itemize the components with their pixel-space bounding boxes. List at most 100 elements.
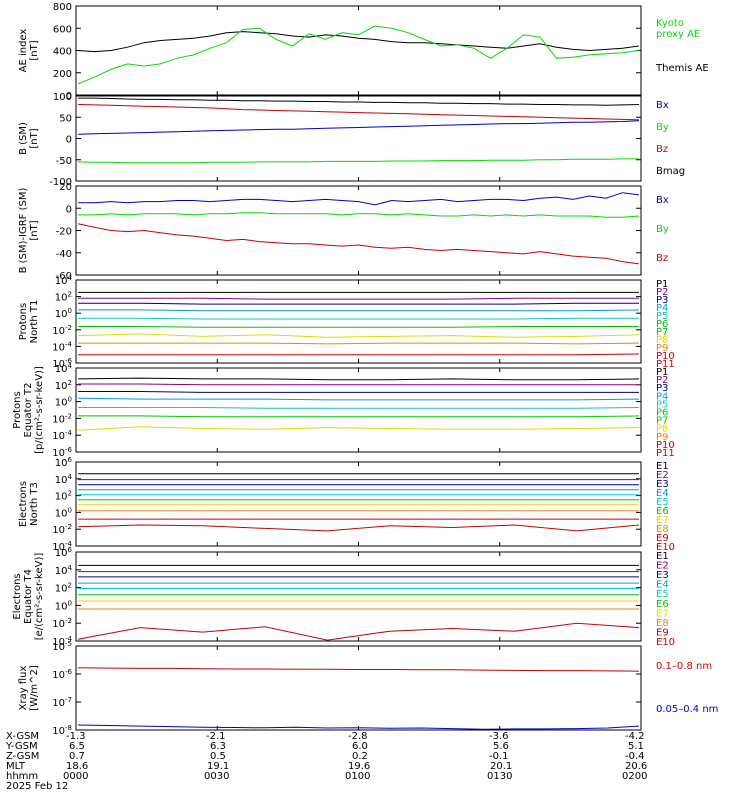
tick-exponent: 2	[68, 490, 72, 498]
tick-exponent: 0	[68, 506, 72, 514]
y-axis-label: Equator T2	[23, 383, 34, 438]
legend-entry: E8	[656, 524, 669, 535]
legend-entry: P7	[656, 416, 668, 427]
y-tick-label: 10-4	[52, 429, 72, 442]
y-tick-label: 102	[55, 291, 72, 304]
legend-entry: E10	[656, 542, 675, 553]
series-line-2	[78, 302, 639, 305]
panel-xray: 10-8 10-7 10-6 10-5 Xray flux [W/m^2] 0.1–0.8 …	[18, 640, 718, 737]
series-line-1	[78, 212, 640, 218]
y-tick-label: 10-2	[52, 523, 72, 536]
y-tick-label: 0	[66, 204, 72, 215]
series-line-1	[77, 724, 640, 730]
y-tick-label: 104	[55, 274, 73, 287]
legend-entry: E5	[656, 497, 669, 508]
tick-exponent: 2	[68, 291, 72, 299]
y-tick-label: 102	[55, 379, 72, 392]
y-tick-label: 102	[55, 582, 72, 595]
y-tick-label: 10-8	[52, 724, 72, 737]
y-tick-label: -50	[56, 156, 72, 167]
tick-exponent: 6	[68, 546, 73, 554]
y-axis-label: B (SM)	[18, 122, 29, 155]
y-tick-label: 100	[55, 307, 72, 320]
y-axis-label: Electrons	[12, 573, 23, 619]
y-axis-label: Xray flux	[18, 666, 29, 711]
y-axis-label: [W/m^2]	[29, 665, 40, 711]
y-tick-label: 200	[53, 69, 72, 80]
series-line-1	[78, 383, 639, 386]
tick-exponent: -6	[65, 446, 73, 454]
tick-exponent: 4	[68, 362, 73, 370]
y-axis-label: Electrons	[18, 481, 29, 527]
legend-entry: P11	[656, 448, 675, 459]
series-line-9	[77, 524, 640, 532]
y-axis-label: [nT]	[29, 220, 40, 240]
series-line-4	[78, 317, 639, 320]
tick-exponent: 0	[68, 396, 72, 404]
y-tick-label: 100	[55, 396, 72, 409]
legend-entry: 0.05–0.4 nm	[656, 704, 718, 715]
series-line-2	[77, 223, 640, 265]
legend-entry: E4	[656, 488, 669, 499]
series-line-8	[77, 622, 640, 641]
legend-entry: Bz	[656, 144, 668, 155]
series-line-8	[78, 353, 640, 356]
legend-entry: E6	[656, 599, 669, 610]
series-line-1	[77, 25, 640, 85]
legend-entry: P9	[656, 343, 668, 354]
series-line-0	[78, 192, 640, 206]
legend-entry: E2	[656, 470, 669, 481]
legend-entry: P7	[656, 327, 668, 338]
legend-entry: P6	[656, 408, 668, 419]
y-tick-label: 10-6	[52, 668, 72, 681]
tick-exponent: -4	[65, 540, 73, 548]
series-line-2	[77, 120, 640, 135]
y-tick-label: -60	[56, 271, 72, 282]
legend-entry: Bx	[656, 195, 669, 206]
tick-exponent: -8	[65, 724, 72, 732]
legend-entry: E6	[656, 506, 669, 517]
legend-entry: E7	[656, 515, 669, 526]
legend-entry: Bx	[656, 100, 669, 111]
legend-entry: E1	[656, 551, 669, 562]
series-line-7	[78, 342, 640, 345]
legend-entry: E2	[656, 561, 669, 572]
legend-entry: E10	[656, 637, 675, 648]
series-line-5	[78, 415, 640, 418]
tick-exponent: 4	[68, 274, 73, 282]
legend-entry: P8	[656, 335, 668, 346]
series-line-3	[78, 309, 640, 312]
legend-entry: E1	[656, 461, 669, 472]
tick-exponent: 2	[68, 379, 72, 387]
legend-entry: 0.1–0.8 nm	[656, 661, 712, 672]
legend-entry: P5	[656, 399, 668, 410]
tick-exponent: -2	[65, 324, 72, 332]
series-line-6	[77, 426, 640, 431]
series-line-6	[77, 333, 640, 338]
legend-entry: P2	[656, 375, 668, 386]
panel-bsm: -100 -50 0 50 100 B (SM) [nT] Bx By Bz Bmag	[18, 92, 685, 188]
tick-exponent: 2	[68, 582, 72, 590]
legend-entry: E8	[656, 618, 669, 629]
legend-entry: P5	[656, 311, 668, 322]
y-axis-label: [e/(cm²-s-sr-keV)]	[34, 553, 45, 641]
series-line-5	[78, 326, 639, 328]
panel-frame	[75, 5, 642, 96]
tick-exponent: -2	[65, 617, 72, 625]
legend-entry: P4	[656, 391, 668, 402]
legend-entry: P8	[656, 424, 668, 435]
y-tick-label: 10-2	[52, 412, 72, 425]
tick-exponent: -2	[65, 523, 72, 531]
legend-entry: Themis AE	[655, 63, 709, 74]
tick-exponent: -6	[65, 357, 73, 365]
legend-entry: P3	[656, 383, 668, 394]
tick-exponent: -2	[65, 412, 72, 420]
panel-frame	[75, 95, 642, 182]
legend-entry: E9	[656, 627, 669, 638]
y-tick-label: 20	[59, 182, 72, 193]
y-axis-label: B (SM)-IGRF (SM)	[18, 188, 29, 274]
